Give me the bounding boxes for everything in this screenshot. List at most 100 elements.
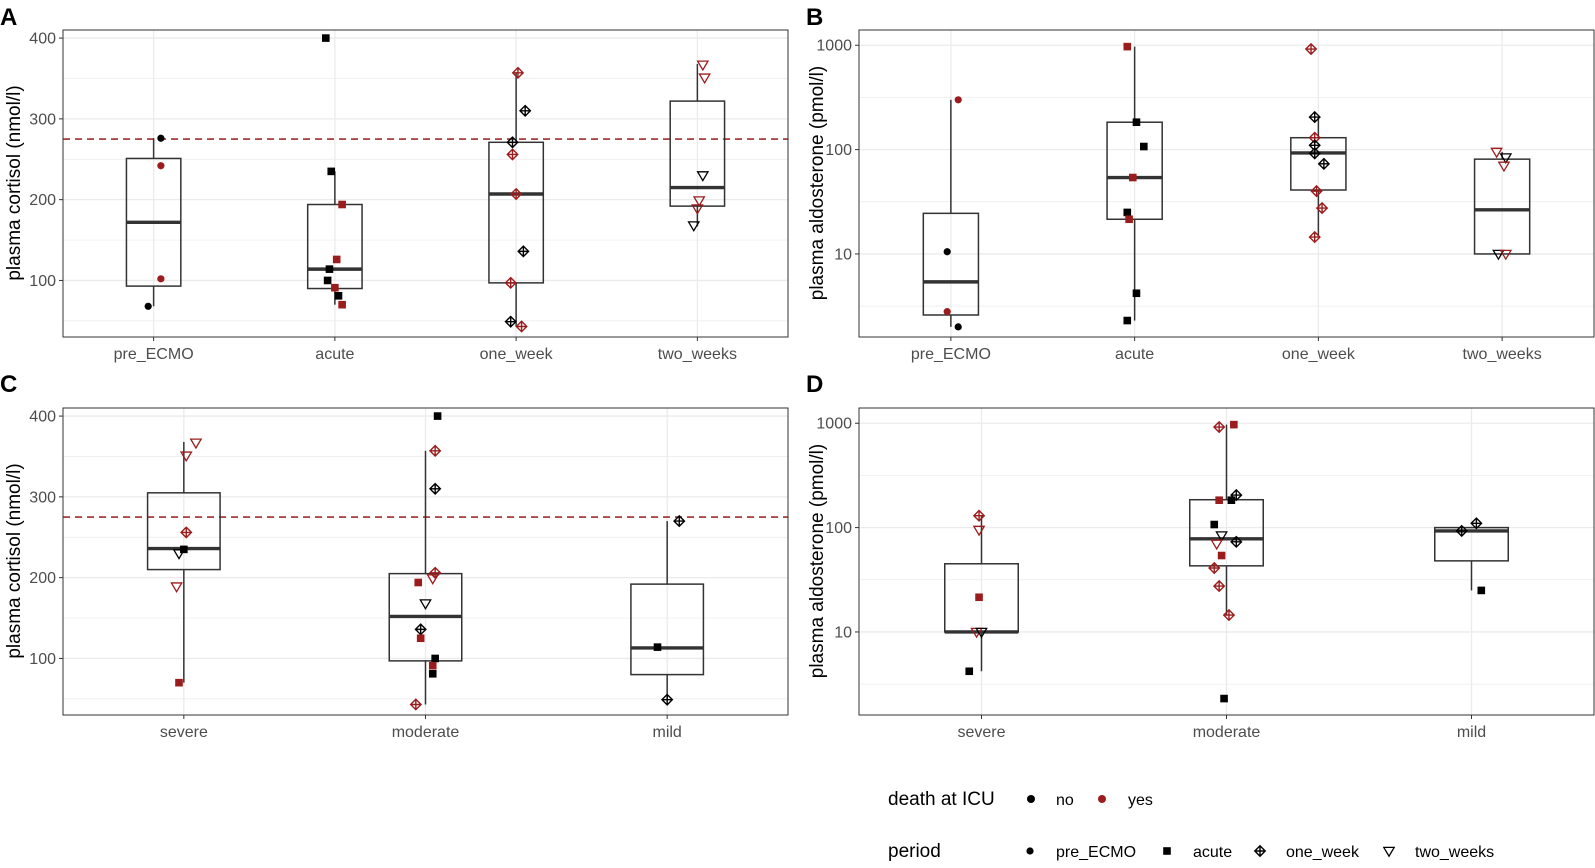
data-point	[696, 171, 710, 182]
point-square	[1128, 173, 1137, 182]
point-diamond-plus	[428, 566, 442, 579]
point-diamond-plus	[972, 509, 986, 522]
point-triangle	[172, 549, 186, 560]
legend-period-title: period	[888, 841, 941, 862]
box-moderate	[1189, 424, 1264, 616]
data-point	[428, 669, 437, 678]
y-tick-label: 10	[834, 624, 852, 641]
box-body	[146, 492, 221, 571]
point-diamond-plus	[1308, 230, 1321, 244]
point-square	[1132, 289, 1141, 298]
point-square	[338, 300, 346, 309]
data-point	[692, 196, 706, 207]
data-point	[517, 245, 530, 258]
data-point	[1315, 201, 1329, 215]
data-point	[180, 526, 193, 539]
data-point	[323, 276, 332, 285]
point-triangle	[692, 196, 706, 207]
y-tick-label: 1000	[816, 38, 852, 55]
point-diamond-plus	[409, 698, 423, 711]
data-point	[419, 599, 432, 610]
point-triangle	[426, 574, 440, 585]
data-point	[428, 661, 437, 670]
panel-letter: A	[0, 4, 17, 31]
point-diamond-plus	[180, 526, 193, 539]
x-tick-label: one_week	[1282, 346, 1356, 363]
point-square	[431, 654, 439, 663]
point-circle	[943, 248, 951, 256]
point-square	[331, 283, 339, 292]
data-point	[1499, 249, 1513, 261]
point-square	[1123, 42, 1132, 51]
data-point	[144, 302, 152, 310]
data-point	[1317, 157, 1331, 171]
point-diamond-plus	[506, 136, 519, 149]
data-point	[1230, 420, 1238, 429]
point-triangle	[972, 525, 986, 537]
data-point	[515, 320, 528, 333]
x-tick-label: acute	[1115, 346, 1154, 363]
data-point	[414, 578, 423, 587]
chart-panel-B: 10 100 1000 pre_ECMO acute one_week two_weeks p…	[806, 4, 1595, 363]
data-point	[428, 444, 442, 458]
point-diamond-plus	[1208, 561, 1221, 575]
legend-swatch	[1382, 846, 1396, 858]
data-point	[1132, 289, 1141, 298]
legend-swatch	[1026, 847, 1034, 855]
point-diamond-plus	[1455, 524, 1468, 538]
data-point	[1208, 561, 1221, 575]
point-diamond-plus	[428, 482, 442, 495]
data-point	[509, 187, 523, 201]
legend-death-title: death at ICU	[888, 789, 995, 810]
plot-frame	[62, 29, 789, 338]
point-square	[414, 578, 423, 587]
point-square	[323, 276, 332, 285]
x-tick-label: mild	[1457, 724, 1486, 741]
point-diamond-plus	[1230, 535, 1243, 549]
point-square	[1477, 586, 1486, 595]
legend-period-item-two_weeks: two_weeks	[1382, 844, 1494, 861]
data-point	[1217, 551, 1226, 560]
point-triangle	[179, 451, 193, 463]
point-diamond-plus	[506, 148, 519, 161]
data-point	[965, 667, 974, 676]
data-point	[1210, 539, 1224, 551]
data-point	[1212, 420, 1226, 434]
data-point	[189, 438, 203, 450]
point-square	[428, 669, 437, 678]
x-tick-label: two_weeks	[658, 346, 737, 363]
y-axis-title: plasma aldosterone (pmol/l)	[807, 444, 828, 678]
x-tick-label: moderate	[392, 724, 460, 741]
box-mild	[630, 521, 705, 700]
y-tick-label: 100	[825, 520, 852, 537]
point-triangle	[691, 204, 704, 216]
data-point	[428, 566, 442, 579]
y-tick-label: 300	[29, 111, 56, 128]
point-triangle	[975, 627, 988, 639]
data-point	[431, 654, 439, 663]
point-triangle	[687, 221, 701, 232]
point-triangle	[1497, 161, 1511, 173]
point-square	[338, 200, 346, 209]
data-point	[1123, 208, 1132, 217]
data-point	[1492, 249, 1505, 261]
data-point	[506, 136, 519, 149]
data-point	[1222, 608, 1236, 622]
point-diamond-plus	[660, 693, 674, 706]
legend-period-item-pre_ECMO: pre_ECMO	[1026, 844, 1136, 861]
box-severe	[944, 515, 1019, 672]
data-point	[1470, 517, 1483, 530]
point-diamond-plus	[515, 320, 528, 333]
data-point	[157, 162, 165, 170]
point-diamond-plus	[517, 245, 530, 258]
legend-label: no	[1056, 792, 1074, 809]
box-body	[1434, 526, 1509, 562]
point-triangle	[696, 171, 710, 182]
x-tick-label: two_weeks	[1463, 346, 1542, 363]
data-point	[954, 323, 962, 331]
point-square	[332, 255, 341, 264]
point-triangle	[1382, 846, 1396, 858]
point-square	[1140, 142, 1148, 151]
point-diamond-plus	[1222, 608, 1236, 622]
